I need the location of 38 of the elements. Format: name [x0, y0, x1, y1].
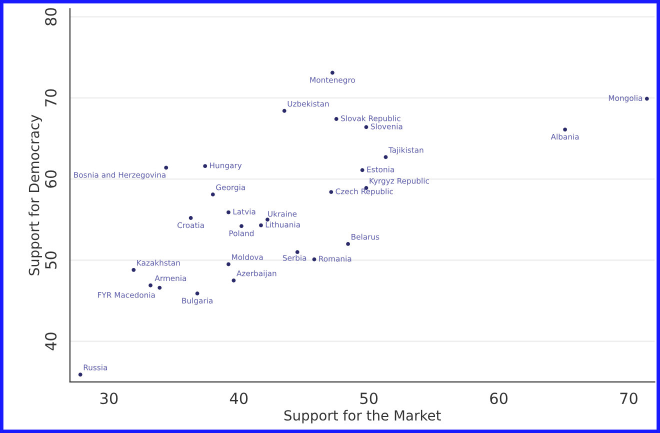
x-tick-label: 70: [620, 392, 638, 404]
x-axis-title: Support for the Market: [284, 410, 441, 424]
point: [295, 250, 300, 254]
point: [563, 128, 568, 132]
point: [360, 168, 364, 172]
x-tick-label: 30: [100, 392, 118, 404]
point: [195, 292, 200, 296]
point: [330, 70, 334, 75]
point: [78, 372, 82, 377]
point: [232, 278, 236, 282]
point: [259, 223, 263, 228]
x-tick-label: 60: [490, 392, 508, 404]
point: [226, 210, 230, 214]
y-axis-title: Support for Democracy: [28, 114, 42, 276]
point: [282, 108, 286, 113]
y-tick-label: 40: [45, 332, 57, 350]
y-tick-label: 70: [45, 89, 57, 106]
point: [364, 125, 368, 130]
point: [226, 262, 230, 266]
x-tick-label: 40: [230, 392, 248, 404]
point: [329, 190, 334, 194]
point: [188, 216, 193, 220]
y-tick-label: 50: [45, 251, 57, 269]
y-tick-label: 60: [45, 170, 57, 188]
point: [312, 257, 316, 262]
point: [158, 286, 162, 290]
point: [644, 96, 649, 101]
point: [240, 224, 244, 228]
point: [164, 166, 168, 170]
point: [346, 242, 350, 246]
point: [334, 117, 338, 121]
point: [384, 155, 388, 160]
x-tick-label: 50: [360, 392, 378, 404]
point: [132, 268, 136, 272]
point: [148, 283, 152, 288]
point: [210, 192, 215, 196]
point: [203, 164, 208, 168]
y-tick-label: 80: [45, 8, 57, 26]
